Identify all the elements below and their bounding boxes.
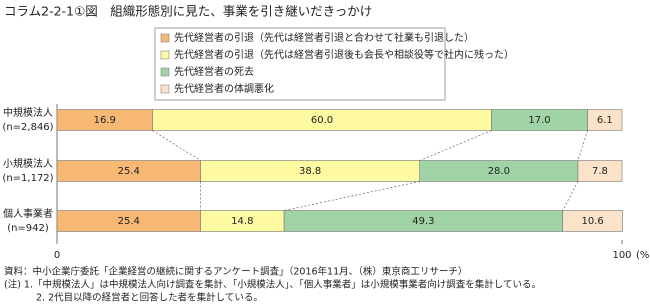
legend-swatch	[160, 84, 170, 94]
legend-label: 先代経営者の体調悪化	[174, 82, 274, 95]
category-note: (n=1,172)	[2, 173, 53, 184]
connector-line	[152, 130, 201, 161]
value-label: 17.0	[528, 115, 550, 126]
footnote: 2. 2代目以降の経営者と回答した者を集計している。	[36, 292, 263, 304]
legend-swatch	[160, 50, 170, 60]
connector-line	[419, 130, 492, 161]
legend-label: 先代経営者の引退（先代は経営者引退後も会長や相談役等で社内に残った）	[174, 48, 514, 61]
source-note: 資料：中小企業庁委託「企業経営の継続に関するアンケート調査」（2016年11月、…	[4, 266, 467, 278]
legend-label: 先代経営者の死去	[174, 65, 254, 78]
connector-line	[562, 181, 579, 211]
value-label: 28.0	[488, 166, 510, 177]
legend-swatch	[160, 67, 170, 77]
connector-line	[577, 130, 588, 161]
value-label: 60.0	[311, 115, 333, 126]
bar-segment	[577, 160, 623, 182]
category-label: 個人事業者	[3, 207, 53, 220]
value-label: 49.3	[412, 216, 434, 227]
legend-label: 先代経営者の引退（先代は経営者引退と合わせて社業も引退した）	[174, 31, 474, 44]
category-note: (n=942)	[7, 223, 49, 234]
legend-box	[154, 27, 446, 101]
value-label: 25.4	[118, 166, 140, 177]
bar-segment	[587, 109, 623, 131]
value-label: 7.8	[592, 166, 608, 177]
x-tick-label: 100	[612, 250, 631, 261]
value-label: 10.6	[581, 216, 603, 227]
bar-segment	[562, 210, 623, 232]
value-label: 6.1	[597, 115, 613, 126]
value-label: 25.4	[118, 216, 140, 227]
value-label: 38.8	[299, 166, 321, 177]
category-label: 小規模法人	[3, 157, 53, 170]
legend-swatch	[160, 33, 170, 43]
chart-title: コラム2-2-1①図 組織形態別に見た、事業を引き継いだきっかけ	[4, 4, 372, 19]
value-label: 14.8	[231, 216, 253, 227]
value-label: 16.9	[94, 115, 116, 126]
category-note: (n=2,846)	[2, 122, 53, 133]
footnote: (注) 1.「中規模法人」は中規模法人向け調査を集計、「小規模法人」、「個人事業…	[4, 279, 541, 291]
x-tick-label: 0	[54, 250, 60, 261]
connector-line	[284, 181, 420, 211]
x-unit: (%)	[636, 250, 650, 261]
category-label: 中規模法人	[3, 106, 53, 119]
